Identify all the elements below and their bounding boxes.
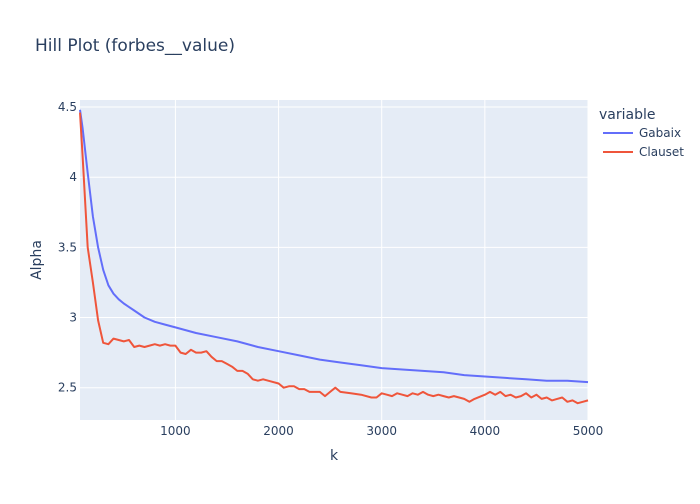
chart-title: Hill Plot (forbes__value) <box>35 36 235 56</box>
legend-label: Gabaix <box>639 126 681 140</box>
series-line-gabaix <box>79 109 589 384</box>
legend-items: Gabaix Clauset <box>603 126 684 159</box>
x-tick-label: 1000 <box>160 424 191 438</box>
x-tick-label: 2000 <box>263 424 294 438</box>
y-tick-label: 4 <box>69 170 77 184</box>
x-axis-label: k <box>330 448 339 464</box>
legend-title: variable <box>599 107 655 123</box>
series-line-clauset <box>79 112 589 405</box>
y-axis-label: Alpha <box>29 240 45 280</box>
x-tick-label: 5000 <box>573 424 604 438</box>
legend-item-clauset[interactable]: Clauset <box>603 145 684 159</box>
y-tick-label: 3.5 <box>58 240 77 254</box>
legend: variable Gabaix Clauset <box>599 107 684 159</box>
plot-area <box>80 100 588 420</box>
legend-item-gabaix[interactable]: Gabaix <box>603 126 681 140</box>
y-tick-label: 2.5 <box>58 381 77 395</box>
y-tick-label: 4.5 <box>58 100 77 114</box>
legend-label: Clauset <box>639 145 684 159</box>
series-lines <box>79 109 589 405</box>
x-tick-label: 3000 <box>366 424 397 438</box>
x-tick-label: 4000 <box>470 424 501 438</box>
x-axis-ticks: 1000 2000 3000 4000 5000 <box>160 424 603 438</box>
y-axis-ticks: 2.5 3 3.5 4 4.5 <box>58 100 77 395</box>
y-tick-label: 3 <box>69 311 77 325</box>
